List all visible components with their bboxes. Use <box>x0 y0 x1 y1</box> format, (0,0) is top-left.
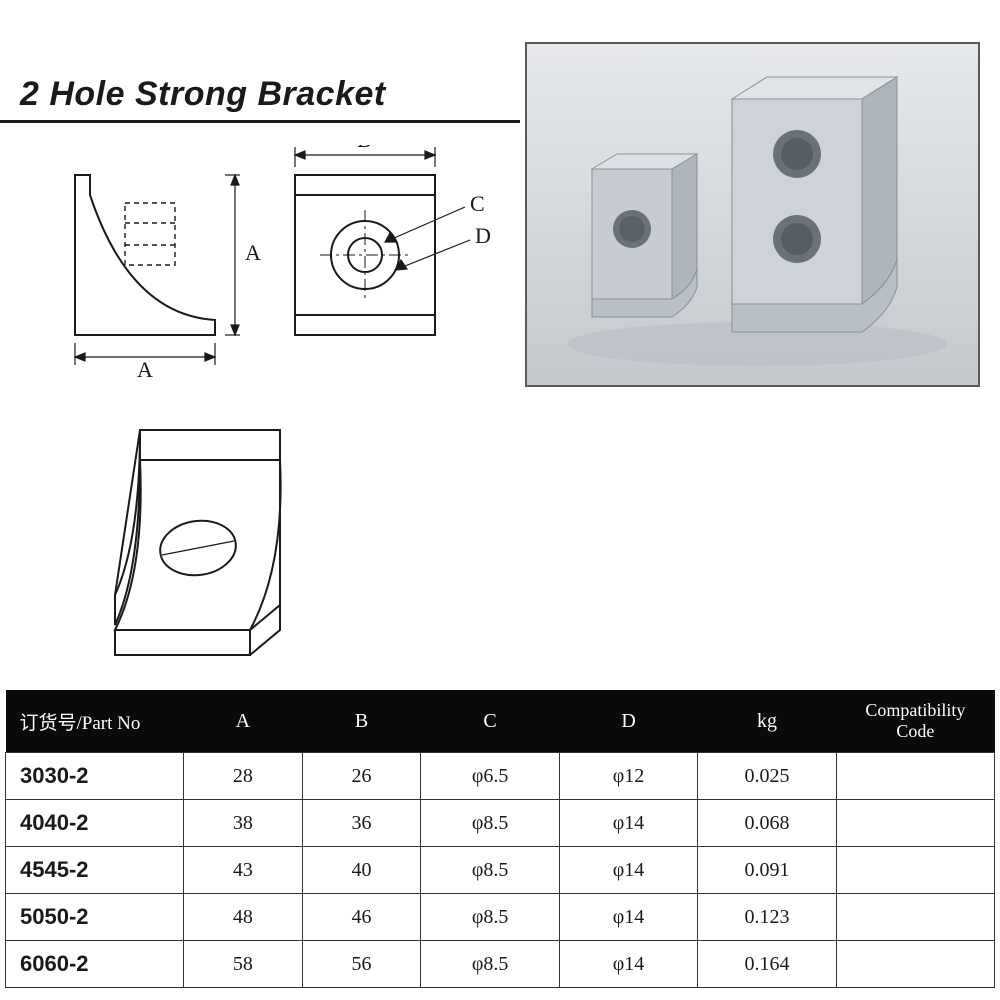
spec-col-header: B <box>302 690 421 753</box>
table-cell <box>836 847 994 894</box>
table-cell: 6060-2 <box>6 941 184 988</box>
table-cell: 26 <box>302 753 421 800</box>
spec-col-header: kg <box>698 690 836 753</box>
table-cell: 28 <box>184 753 303 800</box>
technical-diagrams: A A <box>20 145 520 655</box>
table-row: 6060-25856φ8.5φ140.164 <box>6 941 995 988</box>
spec-table-head: 订货号/Part NoABCDkgCompatibility Code <box>6 690 995 753</box>
dim-label-A-side: A <box>245 240 261 265</box>
table-cell <box>836 753 994 800</box>
table-cell: φ6.5 <box>421 753 559 800</box>
spec-table-header-row: 订货号/Part NoABCDkgCompatibility Code <box>6 690 995 753</box>
spec-col-header: C <box>421 690 559 753</box>
table-cell <box>836 941 994 988</box>
table-cell: 38 <box>184 800 303 847</box>
dim-label-B: B <box>357 145 372 152</box>
spec-col-header: D <box>559 690 697 753</box>
table-cell: 36 <box>302 800 421 847</box>
table-cell: φ14 <box>559 847 697 894</box>
table-cell: 5050-2 <box>6 894 184 941</box>
table-cell: 46 <box>302 894 421 941</box>
table-cell: 48 <box>184 894 303 941</box>
title-underline <box>0 120 520 123</box>
table-cell: 40 <box>302 847 421 894</box>
table-row: 5050-24846φ8.5φ140.123 <box>6 894 995 941</box>
table-cell: 56 <box>302 941 421 988</box>
table-cell: φ12 <box>559 753 697 800</box>
table-cell: φ8.5 <box>421 800 559 847</box>
diagram-svg: A A <box>20 145 520 685</box>
dim-label-C: C <box>470 191 485 216</box>
table-cell: φ14 <box>559 894 697 941</box>
table-cell: φ8.5 <box>421 941 559 988</box>
dim-label-A-bottom: A <box>137 357 153 382</box>
spec-col-header: A <box>184 690 303 753</box>
bracket-photo-svg <box>527 44 982 389</box>
product-photo <box>525 42 980 387</box>
table-cell: 0.123 <box>698 894 836 941</box>
spec-table-body: 3030-22826φ6.5φ120.0254040-23836φ8.5φ140… <box>6 753 995 988</box>
page-title: 2 Hole Strong Bracket <box>20 75 386 114</box>
table-cell: 43 <box>184 847 303 894</box>
table-cell <box>836 800 994 847</box>
table-cell: 4040-2 <box>6 800 184 847</box>
table-cell: φ14 <box>559 800 697 847</box>
spec-col-header: Compatibility Code <box>836 690 994 753</box>
dim-label-D: D <box>475 223 491 248</box>
table-cell: 0.068 <box>698 800 836 847</box>
table-row: 4040-23836φ8.5φ140.068 <box>6 800 995 847</box>
spec-table: 订货号/Part NoABCDkgCompatibility Code 3030… <box>5 690 995 988</box>
table-row: 4545-24340φ8.5φ140.091 <box>6 847 995 894</box>
table-cell: 0.025 <box>698 753 836 800</box>
table-cell: 4545-2 <box>6 847 184 894</box>
table-cell: 0.091 <box>698 847 836 894</box>
spec-col-header: 订货号/Part No <box>6 690 184 753</box>
table-cell: 0.164 <box>698 941 836 988</box>
table-cell: 58 <box>184 941 303 988</box>
table-cell: φ8.5 <box>421 894 559 941</box>
table-cell: φ8.5 <box>421 847 559 894</box>
table-cell: φ14 <box>559 941 697 988</box>
table-cell: 3030-2 <box>6 753 184 800</box>
table-row: 3030-22826φ6.5φ120.025 <box>6 753 995 800</box>
table-cell <box>836 894 994 941</box>
